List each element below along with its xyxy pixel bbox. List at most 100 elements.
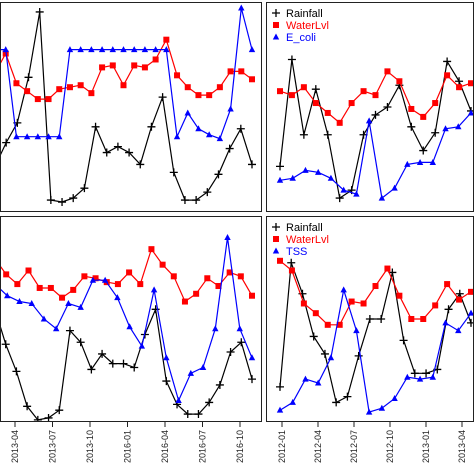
legend-label: E_coli xyxy=(286,32,316,44)
data-point xyxy=(276,382,284,391)
data-point xyxy=(315,168,322,175)
data-point xyxy=(34,133,42,140)
legend-label: TSS xyxy=(286,246,307,258)
data-point xyxy=(136,160,145,169)
data-point xyxy=(169,168,178,177)
data-point xyxy=(391,395,398,402)
data-point xyxy=(55,406,64,415)
data-point xyxy=(249,292,255,299)
data-point xyxy=(152,56,159,63)
data-point xyxy=(225,144,234,153)
data-point xyxy=(289,398,296,405)
data-point xyxy=(277,88,283,95)
x-axis-right: 2012-01 2012-04 2012-07 2012-10 2013-01 2013-… xyxy=(277,422,467,463)
data-point xyxy=(365,117,373,124)
x-tick-label: 2016-04 xyxy=(160,430,170,463)
data-point xyxy=(114,281,121,288)
data-point xyxy=(131,62,138,69)
data-point xyxy=(443,57,452,66)
data-point xyxy=(4,292,11,299)
series-line xyxy=(0,11,253,203)
series-1 xyxy=(277,68,474,126)
data-point xyxy=(181,298,188,305)
series-1 xyxy=(277,257,474,328)
x-tick-label: 2012-04 xyxy=(313,430,323,463)
data-point xyxy=(396,292,403,299)
data-point xyxy=(16,298,23,305)
data-point xyxy=(98,46,106,53)
data-point xyxy=(224,234,231,241)
legend-label: WaterLvl xyxy=(286,234,329,246)
data-point xyxy=(109,62,116,69)
data-point xyxy=(455,289,464,298)
data-point xyxy=(23,402,32,411)
data-point xyxy=(194,410,203,419)
data-point xyxy=(410,369,419,378)
data-point xyxy=(206,92,213,99)
data-point xyxy=(114,294,121,301)
data-point xyxy=(77,46,84,53)
data-point xyxy=(408,316,415,322)
data-point xyxy=(87,365,96,374)
data-point xyxy=(109,46,116,53)
data-point xyxy=(432,100,439,107)
x-tick-label: 2016-10 xyxy=(235,430,245,463)
series-line xyxy=(279,262,472,404)
data-point xyxy=(193,290,200,297)
data-point xyxy=(343,392,352,401)
data-point xyxy=(163,36,170,43)
data-point xyxy=(33,415,42,422)
data-point xyxy=(378,194,386,201)
series-2 xyxy=(0,234,256,403)
x-axis-left: 2013-04 2013-07 2013-10 2016-01 2016-04 2016-… xyxy=(10,422,245,463)
data-point xyxy=(180,196,189,205)
data-point xyxy=(324,109,331,116)
data-point xyxy=(404,373,411,380)
data-point xyxy=(384,265,391,272)
data-point xyxy=(137,281,144,288)
data-point xyxy=(287,258,296,267)
data-point xyxy=(455,123,462,130)
data-point xyxy=(77,82,84,89)
data-point xyxy=(66,84,73,91)
data-point xyxy=(360,300,367,307)
data-point xyxy=(56,133,63,140)
data-point xyxy=(45,133,52,140)
data-point xyxy=(288,92,295,99)
data-point xyxy=(312,100,319,107)
data-point xyxy=(371,110,380,119)
data-point xyxy=(174,72,181,79)
data-point xyxy=(299,130,308,139)
data-point xyxy=(215,283,222,290)
data-point xyxy=(215,380,224,389)
data-point xyxy=(212,325,219,332)
data-point xyxy=(468,80,474,87)
data-point xyxy=(468,288,474,295)
data-point xyxy=(396,78,403,85)
data-point xyxy=(66,46,74,53)
data-point xyxy=(377,315,386,323)
data-point xyxy=(277,257,283,264)
data-point xyxy=(249,76,255,83)
data-point xyxy=(327,174,335,181)
data-point xyxy=(58,198,67,207)
data-point xyxy=(205,131,213,138)
data-point xyxy=(44,413,53,422)
data-point xyxy=(404,160,411,167)
data-point xyxy=(226,347,235,356)
data-point xyxy=(226,269,233,276)
data-point xyxy=(113,142,122,151)
series-0 xyxy=(0,7,256,207)
data-point xyxy=(138,342,146,349)
data-point xyxy=(238,68,245,75)
data-point xyxy=(276,406,284,413)
x-tick-label: 2012-01 xyxy=(277,430,287,463)
data-point xyxy=(147,122,156,131)
data-point xyxy=(89,276,97,283)
data-point xyxy=(108,359,117,368)
data-point xyxy=(88,46,95,53)
data-point xyxy=(332,398,341,407)
data-point xyxy=(354,351,363,360)
data-point xyxy=(3,271,10,278)
panel-bottom-left xyxy=(0,234,256,422)
